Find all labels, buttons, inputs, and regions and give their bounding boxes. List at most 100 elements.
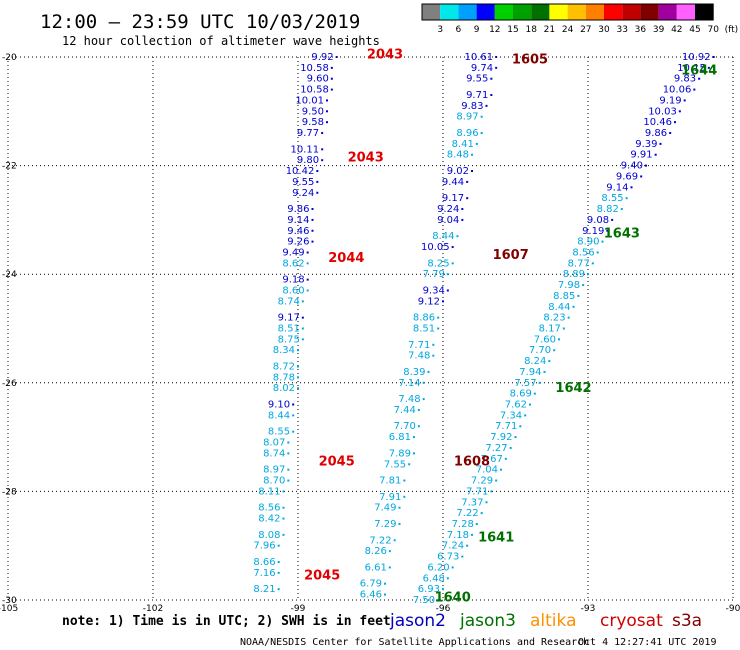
wave-point-marker [538, 381, 541, 384]
wave-height-label: 7.50 [413, 595, 435, 606]
y-tick-label: -30 [2, 596, 17, 606]
wave-height-label: 8.42 [258, 514, 280, 525]
grid-lines [7, 56, 734, 601]
wave-height-label: 7.81 [379, 476, 401, 487]
colorbar-swatch [640, 4, 659, 20]
satellite-legend-entry: jason3 [459, 611, 516, 631]
wave-height-label: 10.92 [682, 52, 711, 63]
wave-height-label: 7.71 [466, 486, 488, 497]
wave-point-marker [495, 56, 498, 58]
wave-point-marker [408, 463, 411, 466]
wave-height-label: 7.34 [500, 410, 522, 421]
colorbar-label: 27 [580, 25, 591, 35]
wave-height-label: 8.74 [263, 448, 285, 459]
wave-point-marker [384, 593, 386, 596]
wave-point-marker [630, 186, 633, 189]
wave-point-marker [417, 425, 420, 428]
wave-height-label: 9.24 [437, 204, 459, 215]
colorbar-label: 36 [635, 25, 647, 35]
wave-point-marker [480, 512, 483, 515]
colorbar-label: 45 [689, 25, 700, 35]
wave-point-marker [398, 506, 401, 509]
wave-point-marker [451, 246, 454, 249]
pass-time-labels: 2043 2043 2044 2045 2045 1605 1607 1608 1644 1643… [304, 47, 717, 605]
wave-point-marker [335, 56, 338, 58]
wave-height-label: 9.74 [471, 63, 493, 74]
wave-point-marker [388, 566, 391, 569]
wave-height-label: 7.55 [384, 459, 406, 470]
wave-point-marker [475, 142, 478, 145]
wave-point-marker [475, 522, 478, 525]
wave-point-marker [277, 588, 280, 591]
wave-height-label: 9.44 [442, 177, 464, 188]
wave-point-marker [292, 414, 295, 417]
colorbar-swatch [585, 4, 604, 20]
wave-point-marker [384, 582, 386, 585]
wave-height-label: 9.39 [635, 139, 657, 150]
wave-height-label: 8.44 [548, 302, 570, 313]
wave-height-label: 8.77 [568, 258, 590, 269]
colorbar-swatch [549, 4, 568, 20]
wave-point-marker [282, 517, 285, 520]
wave-height-label: 7.29 [374, 519, 396, 530]
colorbar-label: 3 [437, 25, 443, 35]
wave-height-label: 8.24 [524, 356, 546, 367]
wave-height-label: 9.08 [587, 215, 609, 226]
satellite-legend-entry: jason2 [389, 611, 446, 631]
y-tick-label: -24 [2, 270, 17, 280]
wave-height-label: 7.67 [481, 454, 503, 465]
wave-height-label: 7.92 [490, 432, 512, 443]
wave-height-label: 7.89 [389, 448, 411, 459]
wave-height-label: 7.70 [394, 421, 416, 432]
wave-height-label: 10.61 [465, 52, 494, 63]
wave-point-marker [519, 425, 522, 428]
wave-height-label: 9.10 [268, 400, 290, 411]
wave-height-label: 7.94 [519, 367, 541, 378]
x-tick-label: -90 [726, 604, 740, 614]
wave-point-marker [311, 208, 314, 211]
pass-time-label: 1608 [454, 455, 490, 470]
wave-height-label: 9.83 [461, 101, 483, 112]
wave-height-label: 7.49 [374, 503, 396, 514]
wave-point-marker [393, 539, 396, 542]
wave-height-label: 7.62 [505, 400, 527, 411]
pass-time-label: 2045 [304, 569, 340, 584]
wave-height-label: 9.18 [282, 275, 304, 286]
colorbar-swatch [458, 4, 477, 20]
pass-time-label: 2045 [319, 455, 355, 470]
pass-time-label: 2043 [348, 150, 384, 165]
chart-subtitle: 12 hour collection of altimeter wave hei… [62, 34, 380, 48]
colorbar-swatch [422, 4, 441, 20]
wave-point-marker [553, 349, 556, 352]
wave-height-label: 10.06 [663, 85, 692, 96]
wave-height-label: 8.66 [253, 557, 275, 568]
colorbar-swatch [513, 4, 532, 20]
wave-point-marker [625, 197, 628, 200]
wave-point-marker [451, 262, 454, 265]
wave-point-marker [330, 88, 333, 91]
wave-point-marker [297, 387, 299, 390]
wave-height-label: 7.71 [408, 340, 430, 351]
wave-height-label: 8.86 [413, 313, 435, 324]
wave-height-label: 6.81 [389, 432, 411, 443]
wave-point-marker [606, 229, 609, 232]
wave-point-marker [422, 381, 425, 384]
wave-point-marker [567, 316, 570, 319]
wave-point-marker [674, 121, 676, 124]
wave-point-marker [500, 468, 502, 471]
colorbar-label: 15 [507, 25, 518, 35]
x-tick-label: -105 [0, 604, 18, 614]
wave-height-label: 8.51 [413, 324, 435, 335]
wave-point-marker [437, 599, 440, 601]
wave-height-label: 6.93 [418, 584, 440, 595]
wave-height-label: 9.40 [621, 161, 643, 172]
y-tick-label: -28 [2, 487, 17, 497]
wave-height-label: 8.70 [263, 476, 285, 487]
wave-point-marker [326, 121, 328, 124]
wave-point-marker [490, 94, 493, 97]
colorbar-label: 24 [562, 25, 574, 35]
wave-height-label: 7.98 [558, 280, 580, 291]
wave-height-label: 9.04 [437, 215, 459, 226]
wave-point-marker [678, 110, 681, 113]
